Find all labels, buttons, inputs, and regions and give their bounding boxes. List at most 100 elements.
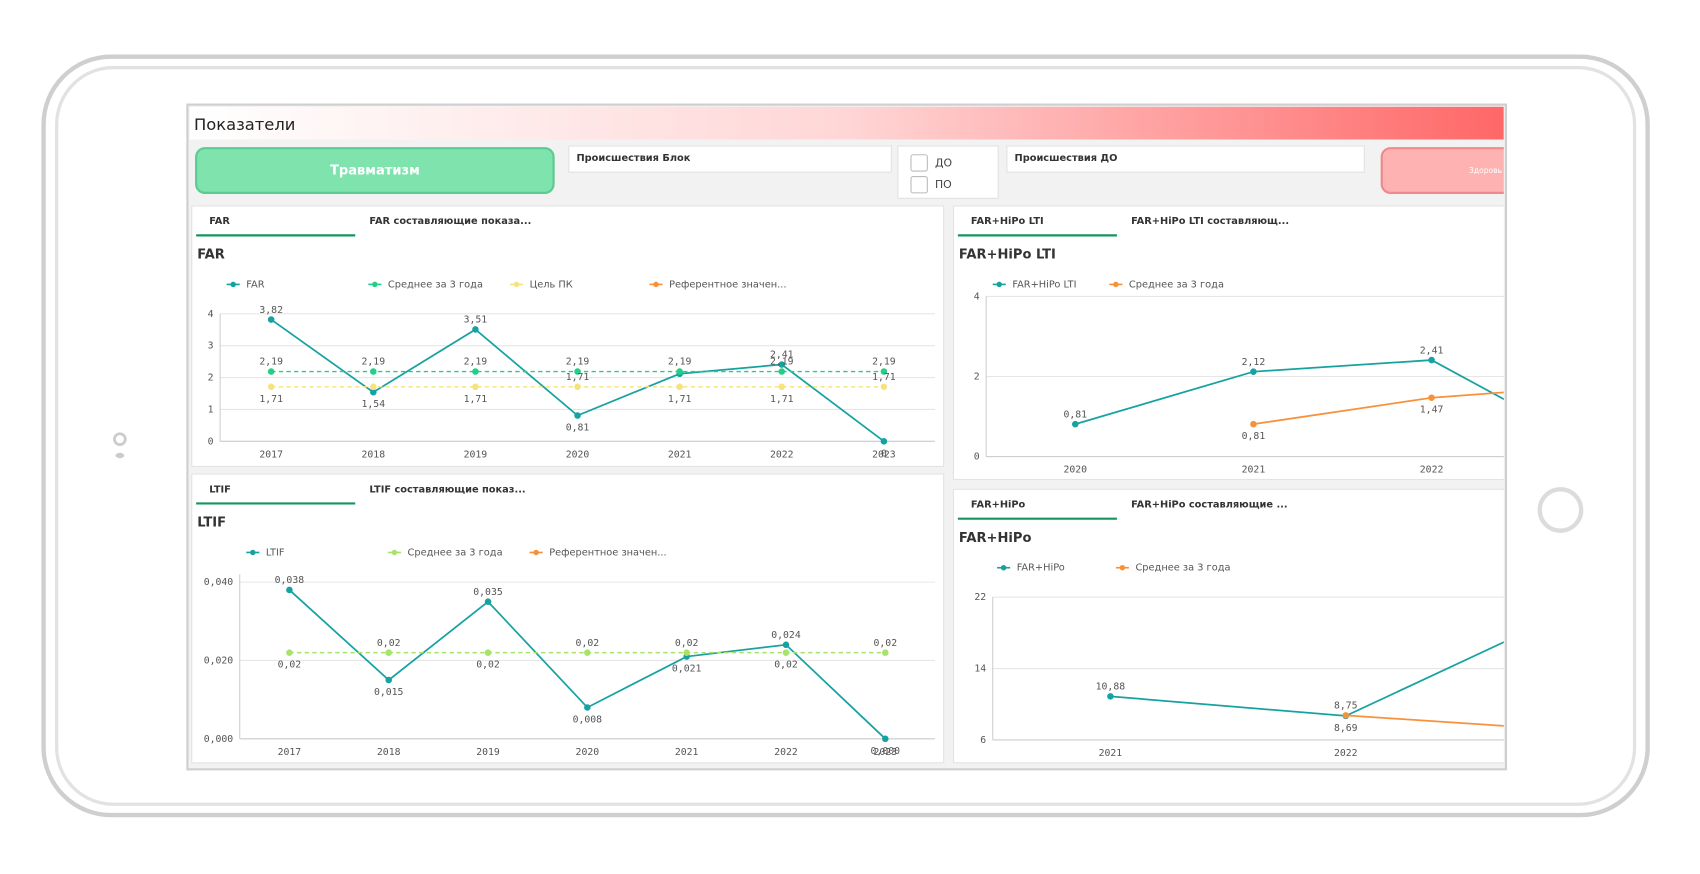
chart-title: FAR <box>197 247 225 262</box>
data-point <box>1578 728 1585 735</box>
secondary-button-label[interactable]: Здоровь <box>1469 166 1503 175</box>
data-point <box>880 383 888 391</box>
data-label: 2,19 <box>566 357 590 368</box>
camera <box>113 432 127 446</box>
data-label: 0,81 <box>566 422 590 433</box>
y-tick-label: 4 <box>974 291 980 302</box>
tab[interactable]: LTIF составляющие показ... <box>369 484 525 495</box>
legend-dot <box>391 549 398 556</box>
data-point <box>574 383 581 391</box>
data-label: 0,024 <box>771 630 801 641</box>
primary-button[interactable] <box>195 147 555 194</box>
data-label: 0,02 <box>576 638 600 649</box>
data-label: 0,81 <box>1242 431 1266 442</box>
legend-label: Среднее за 3 года <box>408 547 503 558</box>
data-label: 2,19 <box>362 357 386 368</box>
filter-label[interactable]: Происшествия ДО <box>1015 153 1118 164</box>
data-point <box>472 383 479 391</box>
chart-panel: FAR FAR составляющие показа... FAR FAR Средн… <box>191 205 945 467</box>
data-label: 0,038 <box>275 575 305 586</box>
x-tick-label: 2019 <box>476 747 500 758</box>
y-tick-label: 2 <box>208 373 214 384</box>
chart-panel: FAR+HiPo LTI FAR+HiPo LTI составляющ... FA… <box>952 205 1504 481</box>
data-point <box>880 438 888 445</box>
data-label: 0,02 <box>774 660 798 671</box>
secondary-button[interactable] <box>1380 147 1556 194</box>
legend-label: Среднее за 3 года <box>1129 279 1224 290</box>
data-point <box>1342 712 1350 719</box>
data-label: 2,12 <box>1242 357 1266 368</box>
y-tick-label: 0 <box>208 436 214 447</box>
tab[interactable]: FAR+HiPo LTI <box>971 216 1044 227</box>
tab[interactable]: FAR+HiPo <box>971 500 1026 511</box>
tab[interactable]: FAR составляющие показа... <box>369 216 531 227</box>
data-label: 1,71 <box>259 394 283 405</box>
legend-label: FAR+HiPo <box>1017 563 1065 574</box>
primary-button-label[interactable]: Травматизм <box>330 164 420 179</box>
home-button[interactable] <box>1537 487 1584 533</box>
tab[interactable]: FAR <box>209 216 230 227</box>
data-point <box>1250 368 1257 375</box>
data-label: 2,19 <box>464 357 488 368</box>
filter-label[interactable]: Происшествия Блок <box>576 153 690 164</box>
data-point <box>1250 420 1257 428</box>
x-tick-label: 2020 <box>566 449 590 460</box>
data-label: 0,02 <box>874 638 898 649</box>
data-point <box>472 368 479 375</box>
x-tick-label: 2020 <box>1063 465 1087 476</box>
legend-dot <box>996 281 1002 288</box>
legend-dot <box>533 549 539 556</box>
data-label: 0,015 <box>374 687 404 698</box>
data-point <box>574 412 581 419</box>
filter-box[interactable] <box>568 145 892 173</box>
plot: 6 14 22 2021 2022 10,88 8,69 8,75 <box>974 592 1585 759</box>
x-tick-label: 2021 <box>668 449 692 460</box>
data-label: 1,47 <box>1420 405 1444 416</box>
legend-label: Среднее за 3 года <box>1135 563 1230 574</box>
y-tick-label: 0,000 <box>204 734 234 745</box>
legend-label: Среднее за 3 года <box>388 279 483 290</box>
data-point <box>286 649 293 656</box>
checkbox-label[interactable]: ДО <box>935 156 952 169</box>
checkbox-label[interactable]: ПО <box>935 178 952 191</box>
data-label: 1,71 <box>770 394 794 405</box>
plot: 0,000 0,020 0,040 2017 2018 2019 2020 2021 2022 2… <box>204 574 935 758</box>
data-point <box>584 704 591 711</box>
data-label: 10,88 <box>1096 682 1126 693</box>
data-label: 0,000 <box>871 746 901 757</box>
data-label: 0,02 <box>278 660 302 671</box>
y-tick-label: 0,020 <box>204 655 234 666</box>
tab[interactable]: LTIF <box>209 484 231 495</box>
x-tick-label: 2018 <box>362 449 386 460</box>
data-label: 1,71 <box>464 394 488 405</box>
y-tick-label: 2 <box>974 371 980 382</box>
x-tick-label: 2017 <box>259 449 283 460</box>
checkbox[interactable] <box>910 175 928 194</box>
tab[interactable]: FAR+HiPo составляющие ... <box>1131 500 1288 511</box>
chart-panel: FAR+HiPo FAR+HiPo составляющие ... FAR+HiP… <box>952 488 1585 764</box>
data-label: 2,19 <box>668 357 692 368</box>
legend-label: LTIF <box>266 547 285 558</box>
filter-box[interactable] <box>1006 145 1365 173</box>
data-label: 0,81 <box>1063 409 1087 420</box>
header-title: Показатели <box>194 115 295 134</box>
panel <box>952 488 1504 764</box>
data-point <box>1578 603 1585 610</box>
data-point <box>370 368 377 375</box>
legend-label: FAR <box>246 279 264 290</box>
data-label: 0,02 <box>476 660 500 671</box>
y-tick-label: 0,040 <box>204 577 234 588</box>
x-tick-label: 2020 <box>576 747 600 758</box>
data-point <box>778 361 786 368</box>
data-label: 0 <box>881 448 887 459</box>
tab[interactable]: FAR+HiPo LTI составляющ... <box>1131 216 1289 227</box>
x-tick-label: 2021 <box>675 747 699 758</box>
panel <box>191 205 945 467</box>
data-point <box>1071 420 1079 428</box>
legend-dot <box>372 281 378 288</box>
data-point <box>1428 394 1435 401</box>
panel <box>191 473 945 764</box>
y-tick-label: 1 <box>208 404 214 415</box>
checkbox[interactable] <box>910 154 928 172</box>
